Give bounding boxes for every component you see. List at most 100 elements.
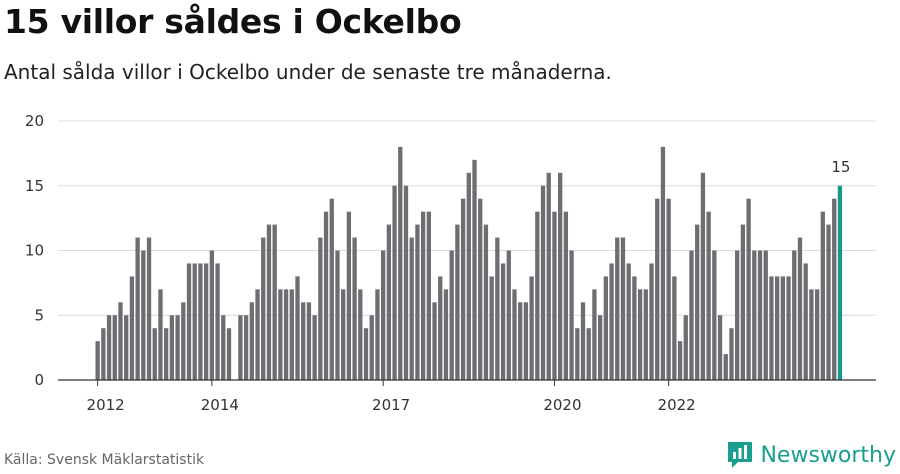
bar-35 (295, 276, 300, 380)
bar-73 (512, 289, 517, 380)
bar-109 (717, 315, 723, 380)
bar-4 (118, 302, 123, 380)
bar-41 (329, 198, 334, 380)
bar-107 (706, 211, 711, 380)
x-tick-label-2022: 2022 (658, 396, 696, 414)
bar-72 (506, 250, 511, 380)
bar-49 (375, 289, 380, 380)
bar-56 (415, 224, 420, 380)
bar-37 (306, 302, 312, 380)
bar-47 (363, 328, 369, 380)
bar-51 (386, 224, 392, 380)
bar-121 (786, 276, 791, 380)
bar-26 (243, 315, 249, 380)
bar-13 (169, 315, 175, 380)
bar-44 (346, 211, 352, 380)
bar-68 (483, 224, 489, 380)
bar-22 (221, 315, 226, 380)
bar-20 (209, 250, 214, 380)
data-labels: 15 (831, 158, 850, 176)
brand-logo[interactable]: Newsworthy (726, 440, 896, 470)
bar-98 (655, 198, 660, 380)
bar-28 (255, 289, 260, 380)
bar-50 (381, 250, 386, 380)
x-tick-label-2012: 2012 (87, 396, 125, 414)
bar-32 (278, 289, 283, 380)
bar-48 (369, 315, 374, 380)
bar-18 (198, 263, 203, 380)
bar-89 (603, 276, 608, 380)
bar-40 (323, 211, 329, 380)
bar-84 (575, 328, 580, 380)
bar-12 (164, 328, 169, 380)
bar-8 (141, 250, 146, 380)
bar-101 (672, 276, 677, 380)
bar-117 (763, 250, 768, 380)
bar-80 (552, 211, 557, 380)
bar-88 (597, 315, 603, 380)
y-tick-label-15: 15 (25, 177, 44, 195)
bar-57 (420, 211, 426, 380)
bar-25 (238, 315, 243, 380)
bar-27 (249, 302, 254, 380)
bar-64 (460, 198, 466, 380)
bar-62 (449, 250, 454, 380)
bar-108 (712, 250, 717, 380)
bar-128 (826, 224, 831, 380)
bar-90 (609, 263, 614, 380)
bar-14 (175, 315, 180, 380)
bar-71 (500, 263, 506, 380)
bar-2 (106, 315, 112, 380)
bar-100 (666, 198, 671, 380)
bar-5 (124, 315, 129, 380)
bar-69 (489, 276, 494, 380)
bar-63 (455, 224, 460, 380)
bar-10 (152, 328, 157, 380)
bar-79 (546, 172, 551, 380)
bar-66 (472, 159, 477, 380)
bar-122 (792, 250, 797, 380)
bar-17 (192, 263, 197, 380)
bar-104 (689, 250, 694, 380)
bar-85 (580, 302, 586, 380)
bar-125 (809, 289, 814, 380)
bar-70 (495, 237, 500, 380)
bar-93 (626, 263, 631, 380)
bar-82 (563, 211, 569, 380)
bar-127 (820, 211, 825, 380)
bar-92 (620, 237, 626, 380)
bar-1 (101, 328, 106, 380)
bar-59 (432, 302, 437, 380)
brand-name: Newsworthy (760, 442, 896, 468)
bar-54 (403, 185, 409, 380)
bar-129 (832, 198, 837, 380)
bar-102 (677, 341, 683, 380)
y-tick-label-10: 10 (25, 242, 44, 260)
source-note: Källa: Svensk Mäklarstatistik (4, 452, 205, 468)
bar-11 (158, 289, 163, 380)
bar-52 (392, 185, 397, 380)
bar-43 (341, 289, 346, 380)
bar-115 (752, 250, 757, 380)
bar-114 (746, 198, 751, 380)
bar-130 (837, 185, 843, 380)
bar-21 (215, 263, 220, 380)
bar-91 (615, 237, 620, 380)
bar-83 (569, 250, 574, 380)
bar-110 (723, 354, 728, 380)
bar-16 (186, 263, 192, 380)
bar-0 (95, 341, 100, 380)
bar-87 (592, 289, 597, 380)
bar-120 (780, 276, 785, 380)
bar-99 (660, 146, 666, 380)
bar-chart-logo-icon (728, 442, 753, 468)
bar-105 (695, 224, 700, 380)
bar-6 (129, 276, 135, 380)
bar-96 (643, 289, 648, 380)
bar-34 (289, 289, 294, 380)
bar-97 (649, 263, 654, 380)
bar-31 (272, 224, 277, 380)
bar-78 (540, 185, 546, 380)
x-tick-label-2020: 2020 (543, 396, 581, 414)
bar-113 (740, 224, 746, 380)
